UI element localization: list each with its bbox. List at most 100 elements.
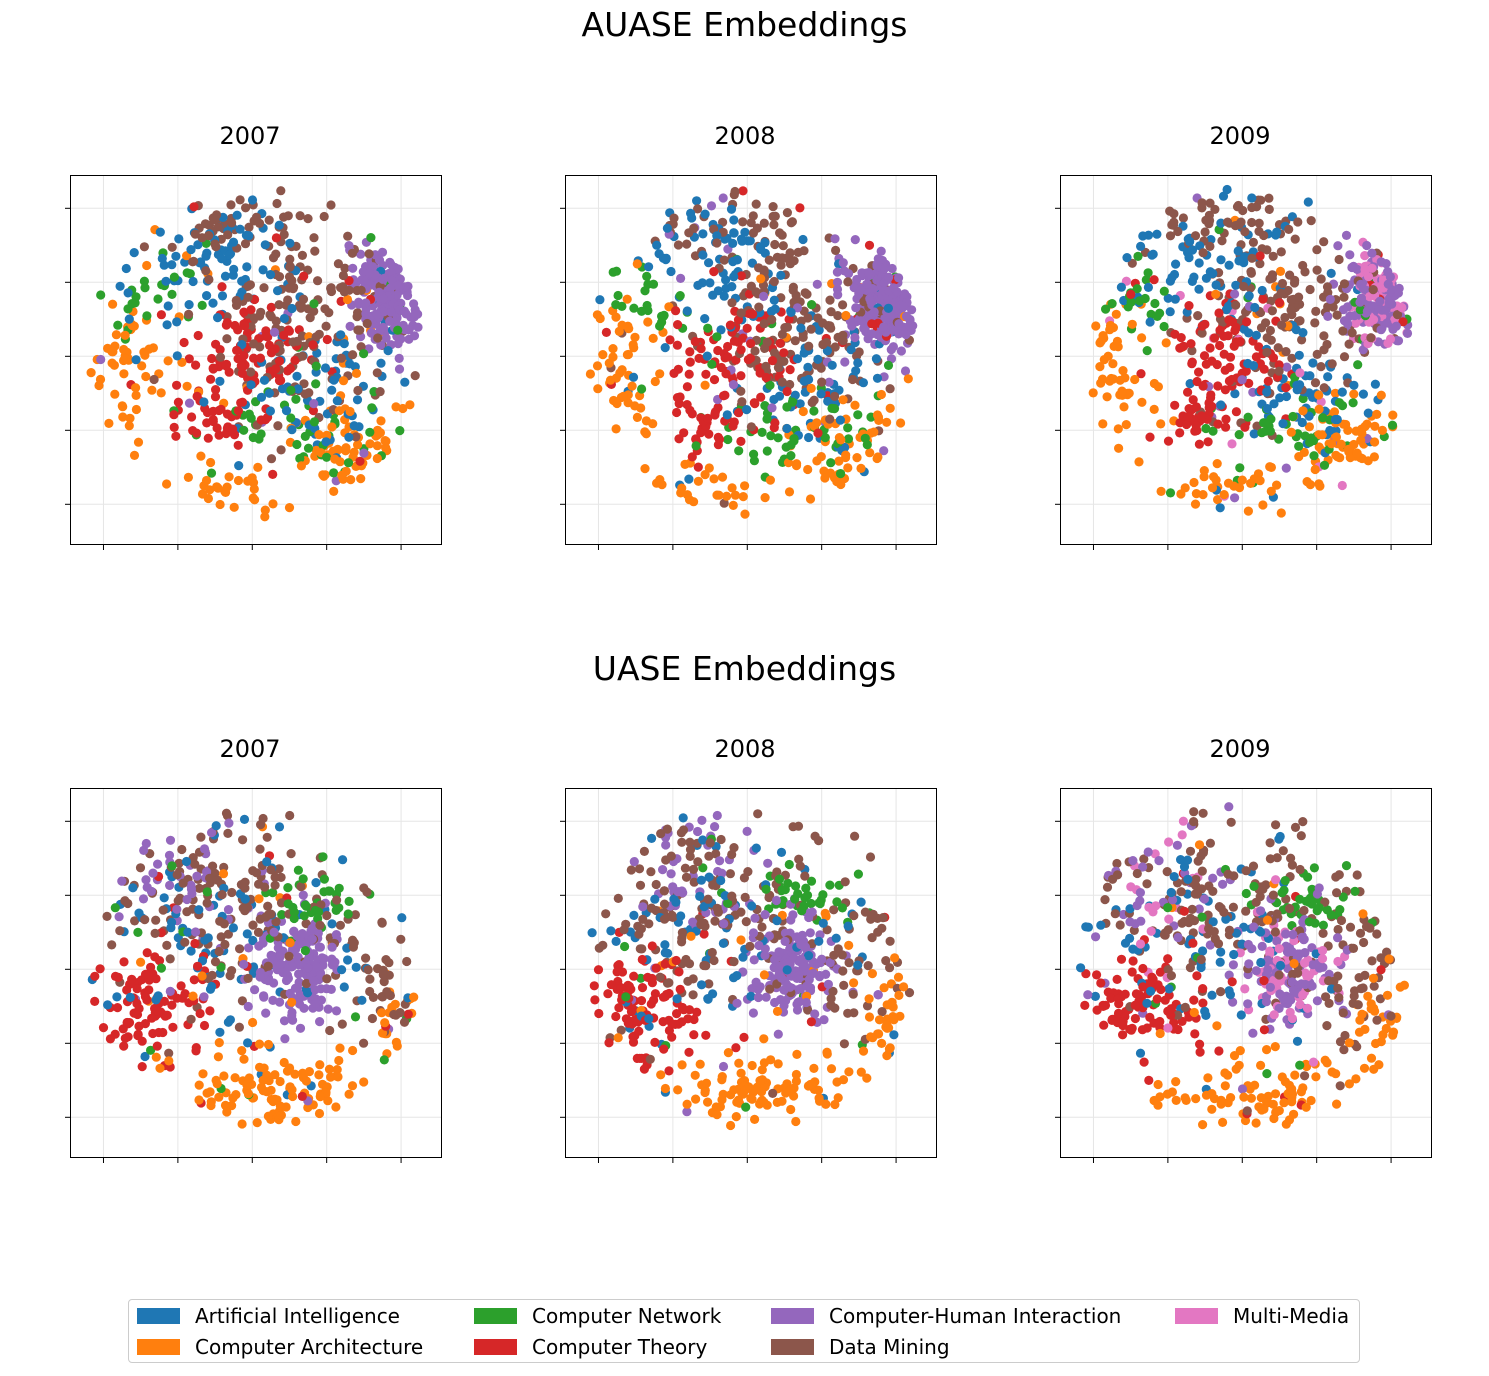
scatter-point	[786, 915, 796, 925]
scatter-point	[213, 222, 223, 232]
scatter-point	[867, 319, 877, 329]
scatter-point	[647, 941, 657, 951]
scatter-point	[146, 886, 156, 896]
scatter-point	[741, 917, 751, 927]
scatter-point	[1345, 250, 1355, 260]
scatter-point	[704, 872, 714, 882]
scatter-point	[777, 329, 787, 339]
scatter-point	[696, 344, 706, 354]
scatter-point	[244, 943, 254, 953]
scatter-point	[190, 938, 200, 949]
scatter-point	[633, 921, 643, 931]
scatter-point	[349, 421, 359, 431]
scatter-point	[393, 339, 403, 349]
scatter-point	[657, 311, 667, 321]
scatter-point	[300, 900, 310, 910]
scatter-point	[690, 251, 701, 261]
scatter-point	[210, 957, 221, 967]
scatter-point	[1169, 209, 1179, 219]
scatter-point	[339, 982, 349, 992]
scatter-point	[856, 463, 866, 473]
scatter-point	[813, 313, 823, 323]
scatter-point	[1191, 874, 1201, 884]
scatter-point	[1128, 856, 1138, 866]
scatter-point	[381, 955, 391, 965]
scatter-point	[746, 422, 756, 432]
scatter-point	[314, 1070, 324, 1080]
scatter-point	[844, 1067, 854, 1077]
scatter-point	[1127, 319, 1137, 329]
scatter-point	[852, 351, 862, 361]
scatter-point	[732, 998, 742, 1008]
scatter-point	[1287, 860, 1297, 870]
scatter-point	[1144, 902, 1154, 912]
scatter-point	[1216, 987, 1226, 997]
scatter-point	[167, 861, 177, 871]
scatter-point	[214, 1038, 224, 1048]
scatter-point	[819, 1015, 829, 1025]
scatter-point	[672, 407, 682, 418]
scatter-point	[1254, 342, 1264, 352]
scatter-point	[361, 298, 371, 308]
scatter-point	[327, 919, 337, 929]
scatter-point	[251, 868, 262, 878]
scatter-point	[140, 969, 151, 979]
scatter-point	[1205, 940, 1215, 950]
scatter-point	[1255, 259, 1265, 269]
scatter-point	[770, 239, 780, 250]
scatter-point	[235, 195, 245, 205]
scatter-point	[1256, 195, 1266, 205]
scatter-point	[1145, 317, 1155, 327]
scatter-point	[613, 290, 623, 301]
scatter-point	[617, 365, 627, 375]
scatter-point	[292, 371, 302, 381]
scatter-point	[757, 427, 767, 437]
scatter-point	[677, 933, 687, 943]
scatter-point	[394, 353, 404, 363]
scatter-point	[873, 990, 883, 1000]
scatter-point	[773, 433, 783, 443]
scatter-point	[788, 822, 798, 832]
scatter-point	[858, 1046, 869, 1056]
scatter-point	[326, 1072, 336, 1082]
scatter-point	[1397, 302, 1407, 313]
scatter-point	[856, 1067, 866, 1077]
scatter-point	[1124, 388, 1134, 398]
scatter-point	[1312, 996, 1322, 1006]
scatter-point	[400, 377, 410, 387]
scatter-point	[727, 891, 737, 901]
scatter-point	[620, 941, 630, 952]
scatter-point	[258, 265, 268, 275]
scatter-point	[354, 299, 364, 309]
scatter-point	[1359, 937, 1369, 948]
scatter-point	[1363, 272, 1374, 282]
scatter-point	[1236, 217, 1246, 227]
scatter-point	[1169, 1017, 1179, 1028]
scatter-point	[863, 961, 873, 971]
scatter-point	[1266, 335, 1276, 345]
scatter-point	[285, 261, 295, 271]
scatter-point	[699, 960, 709, 971]
scatter-point	[1159, 321, 1169, 332]
scatter-point	[862, 1073, 872, 1083]
scatter-point	[270, 1070, 280, 1080]
scatter-point	[1096, 978, 1106, 988]
scatter-point	[894, 319, 904, 329]
scatter-point	[1265, 325, 1275, 336]
scatter-point	[220, 486, 230, 496]
scatter-point	[693, 826, 703, 837]
scatter-point	[736, 436, 746, 446]
scatter-point	[1248, 1028, 1258, 1038]
scatter-point	[853, 410, 863, 420]
scatter-point	[240, 894, 250, 904]
scatter-point	[1267, 306, 1277, 316]
scatter-point	[386, 259, 396, 269]
scatter-point	[1249, 429, 1259, 439]
scatter-point	[685, 405, 695, 415]
scatter-point	[1362, 240, 1372, 251]
scatter-point	[244, 222, 254, 232]
scatter-point	[1209, 472, 1219, 482]
scatter-point	[183, 472, 193, 482]
scatter-point	[1161, 338, 1171, 348]
scatter-point	[1126, 289, 1136, 299]
